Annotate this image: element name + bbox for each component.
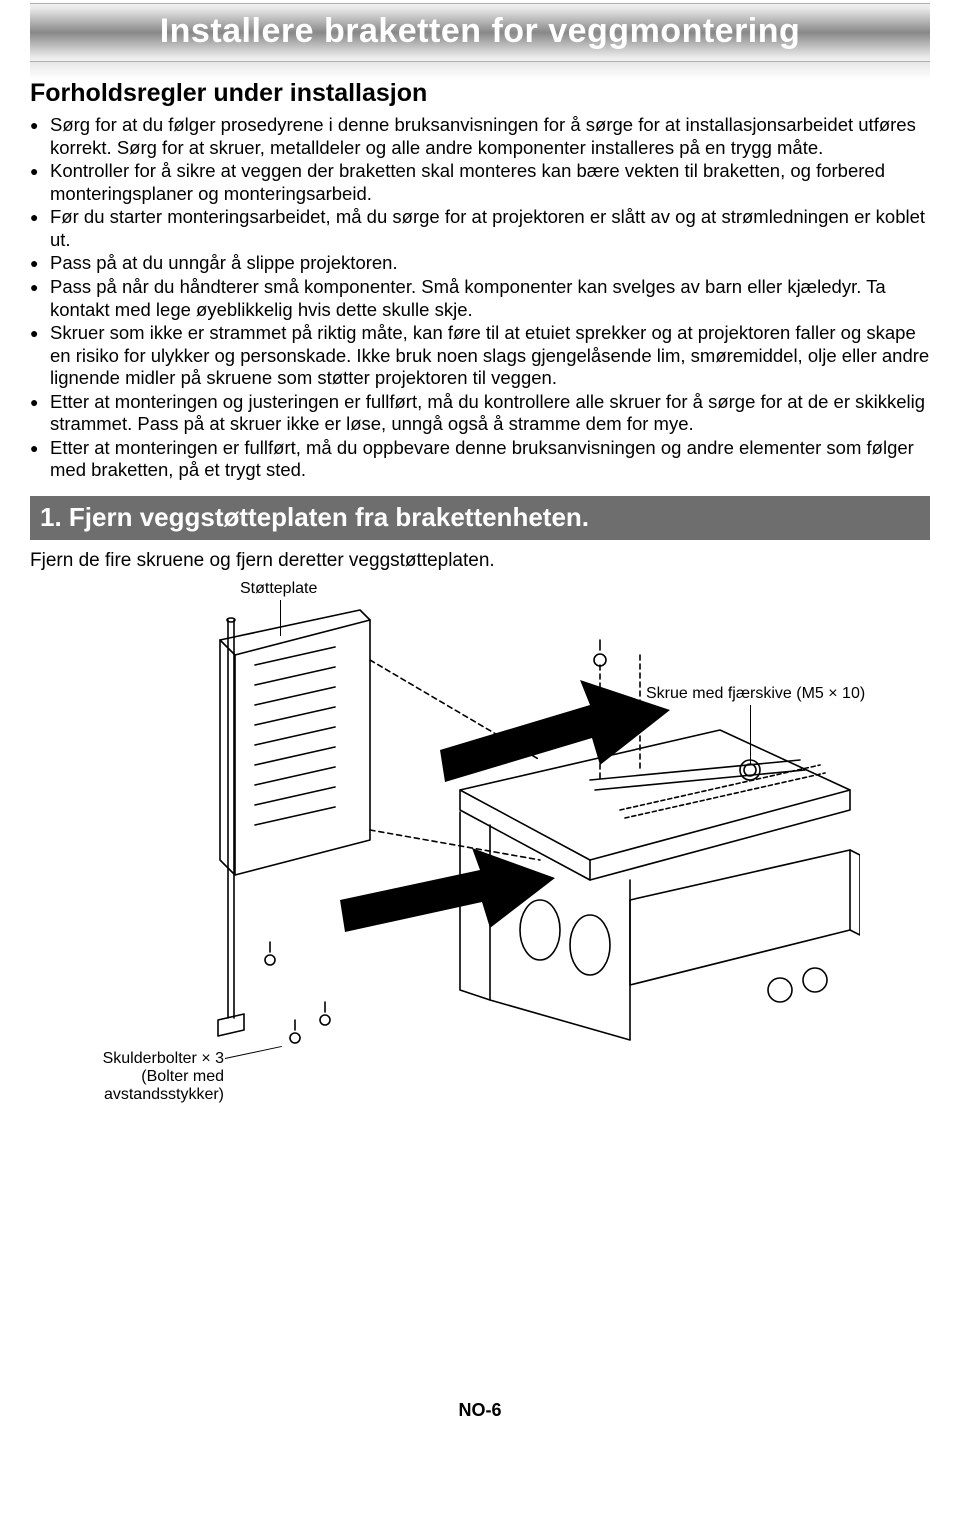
step-intro: Fjern de fire skruene og fjern deretter … — [30, 550, 930, 572]
page-title: Installere braketten for veggmontering — [30, 12, 930, 51]
diagram-area: Støtteplate Skrue med fjærskive (M5 × 10… — [30, 580, 930, 1120]
page-number: NO-6 — [30, 1400, 930, 1421]
title-banner: Installere braketten for veggmontering — [30, 3, 930, 62]
list-item: Etter at monteringen og justeringen er f… — [30, 391, 930, 436]
step-heading: 1. Fjern veggstøtteplaten fra brakettenh… — [30, 496, 930, 540]
precautions-heading: Forholdsregler under installasjon — [30, 79, 930, 108]
list-item: Skruer som ikke er strammet på riktig må… — [30, 322, 930, 390]
list-item: Kontroller for å sikre at veggen der bra… — [30, 160, 930, 205]
bracket-diagram — [160, 600, 860, 1100]
title-banner-wrapper: Installere braketten for veggmontering — [30, 0, 930, 79]
precautions-list: Sørg for at du følger prosedyrene i denn… — [30, 114, 930, 482]
list-item: Etter at monteringen er fullført, må du … — [30, 437, 930, 482]
label-support-plate: Støtteplate — [240, 580, 317, 598]
list-item: Sørg for at du følger prosedyrene i denn… — [30, 114, 930, 159]
list-item: Før du starter monteringsarbeidet, må du… — [30, 206, 930, 251]
list-item: Pass på at du unngår å slippe projektore… — [30, 252, 930, 275]
list-item: Pass på når du håndterer små komponenter… — [30, 276, 930, 321]
